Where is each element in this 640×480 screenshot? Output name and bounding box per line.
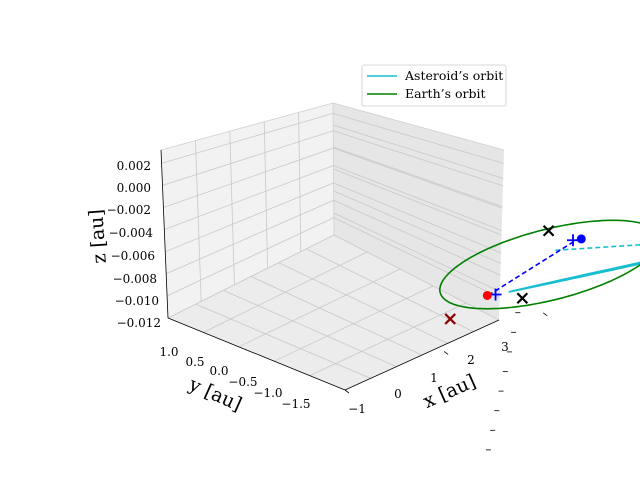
grid-line — [263, 121, 268, 269]
y-tick-label: −1.5 — [281, 397, 310, 411]
z-tick-label: −0.002 — [107, 203, 151, 217]
grid-line — [165, 182, 334, 253]
grid-line — [162, 130, 334, 186]
series-layer — [438, 219, 640, 310]
y-axis-line — [167, 317, 346, 391]
z-tick-label: 0.002 — [117, 159, 151, 173]
grid-line — [223, 289, 397, 368]
series-line-0 — [508, 261, 640, 293]
z-tick-label: −0.008 — [113, 272, 157, 286]
z-tick-label: −0.012 — [117, 316, 161, 330]
legend-box — [361, 64, 507, 107]
grid-line — [306, 248, 474, 333]
z-axis-label: z [au] — [85, 208, 111, 264]
y-tick-labels: 1.0 0.5 0.0 −0.5 −1.0 −1.5 — [159, 345, 310, 411]
grid-line — [333, 147, 503, 209]
marker-x-1 — [542, 224, 555, 237]
grid-line — [195, 140, 202, 302]
grid-line — [333, 165, 502, 231]
grid-line — [165, 199, 334, 275]
z-tick-label: 0.000 — [117, 181, 151, 195]
x-tick-label: 3 — [501, 340, 509, 354]
grid-line — [203, 251, 368, 333]
z-tick-labels: 0.002 0.000 −0.002 −0.004 −0.006 −0.008 … — [107, 159, 161, 330]
legend: Asteroid’s orbit Earth’s orbit — [361, 64, 507, 107]
marker-x-0 — [516, 292, 529, 305]
pane-back-right — [333, 103, 504, 320]
y-tick-label: −0.5 — [228, 375, 257, 389]
series-line-1 — [438, 219, 640, 310]
grid-line — [164, 165, 334, 230]
y-tick-label: 0.0 — [209, 364, 228, 378]
x-tick-label: −1 — [348, 402, 366, 416]
grid-line — [333, 217, 500, 298]
marker-+-5 — [567, 234, 580, 247]
grid-line — [278, 262, 448, 344]
grid-line — [333, 199, 501, 276]
x-tick-label: 1 — [430, 371, 438, 385]
pane-back-left — [161, 103, 334, 318]
grid-line — [333, 130, 504, 187]
axis-lines — [160, 149, 500, 391]
grid-line — [229, 131, 235, 285]
grid-line — [333, 234, 500, 321]
pane-edges — [160, 102, 505, 236]
x-axis-line — [344, 319, 500, 391]
grid-line — [333, 182, 502, 254]
grid-line — [298, 112, 302, 252]
tick-marks — [344, 312, 548, 451]
tick-mark — [542, 312, 548, 317]
legend-label-earth: Earth’s orbit — [405, 86, 486, 101]
marker-circle-7 — [576, 234, 586, 244]
grid-line — [166, 217, 335, 297]
marker-circle-6 — [482, 290, 492, 300]
z-tick-label: −0.004 — [109, 226, 154, 240]
marker-layer — [444, 224, 586, 325]
grid-line — [309, 302, 467, 376]
x-tick-labels: −1 0 1 2 3 — [348, 340, 509, 416]
y-tick-label: −1.0 — [253, 386, 282, 400]
grid-line — [161, 113, 334, 164]
grid-line — [163, 147, 334, 208]
grid-line — [333, 212, 501, 293]
grid-line — [333, 146, 503, 208]
tick-mark — [344, 389, 350, 394]
legend-label-asteroid: Asteroid’s orbit — [404, 68, 503, 83]
x-tick-label: 2 — [467, 353, 475, 367]
grid-line — [274, 285, 434, 362]
marker-x-2 — [444, 313, 456, 325]
grid-line — [195, 303, 371, 379]
x-tick-label: 0 — [394, 387, 402, 401]
x-axis-label: x [au] — [420, 370, 479, 413]
grid-line — [333, 124, 504, 179]
z-tick-label: −0.006 — [111, 249, 155, 263]
grid-line — [238, 268, 401, 348]
grid-lines — [161, 112, 504, 379]
tick-mark — [443, 351, 449, 355]
grid-line — [333, 190, 501, 264]
z-axis-line — [160, 149, 169, 319]
series-line-3 — [487, 239, 578, 297]
grid-line — [250, 276, 423, 356]
grid-line — [332, 113, 504, 164]
z-tick-label: −0.010 — [115, 294, 159, 308]
y-tick-label: 1.0 — [159, 345, 178, 359]
grid-line — [333, 168, 502, 236]
grid-line — [167, 234, 335, 319]
y-tick-label: 0.5 — [185, 355, 204, 369]
